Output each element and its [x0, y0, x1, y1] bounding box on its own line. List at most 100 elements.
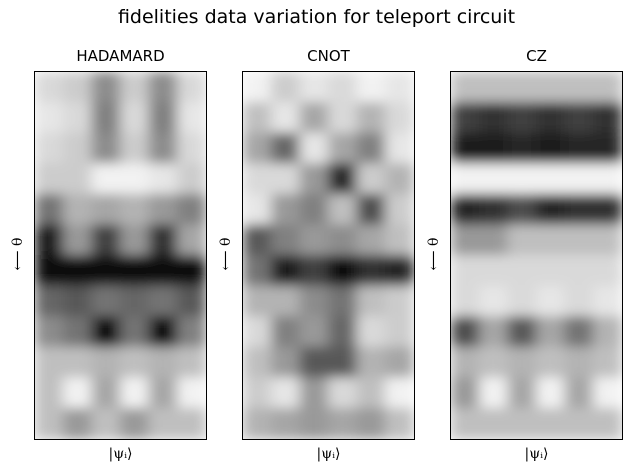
heatmap-svg-hadamard: [35, 72, 206, 439]
heatmap-cell: [271, 224, 301, 256]
heatmap-cell: [177, 346, 206, 379]
y-axis-label-hadamard: ⟵ θ: [10, 237, 26, 271]
heatmap-cell: [63, 316, 93, 348]
heatmap-cell: [148, 346, 178, 379]
heatmap-cell: [243, 132, 272, 165]
heatmap-cell: [536, 132, 566, 165]
heatmap-cell: [479, 224, 509, 256]
heatmap-cell: [91, 72, 121, 104]
heatmap-cell: [243, 102, 272, 134]
heatmap-cell: [177, 285, 206, 318]
heatmap-cell: [536, 163, 566, 195]
heatmap-cell: [593, 285, 622, 318]
heatmap-cell: [536, 72, 566, 104]
heatmap-cell: [271, 316, 301, 348]
heatmap-cell: [564, 163, 594, 195]
heatmap-cell: [120, 407, 150, 439]
heatmap-cell: [328, 132, 358, 165]
heatmap-cell: [91, 224, 121, 256]
heatmap-cell: [120, 163, 150, 195]
heatmap-cell: [299, 193, 329, 226]
heatmap-cell: [328, 407, 358, 439]
heatmap-cell: [507, 132, 537, 165]
heatmap-cell: [91, 102, 121, 134]
heatmap-cz: [450, 71, 623, 440]
heatmap-cell: [593, 72, 622, 104]
heatmap-cell: [91, 316, 121, 348]
heatmap-cell: [479, 255, 509, 287]
heatmap-cell: [63, 285, 93, 318]
heatmap-cell: [593, 193, 622, 226]
heatmap-cell: [120, 193, 150, 226]
heatmap-cell: [564, 72, 594, 104]
heatmap-cell: [479, 132, 509, 165]
heatmap-cell: [148, 132, 178, 165]
heatmap-cell: [148, 285, 178, 318]
heatmap-cell: [451, 193, 480, 226]
heatmap-cell: [385, 193, 414, 226]
heatmap-cell: [91, 255, 121, 287]
heatmap-cell: [507, 163, 537, 195]
heatmap-cell: [479, 316, 509, 348]
heatmap-cell: [328, 72, 358, 104]
heatmap-cell: [356, 193, 386, 226]
heatmap-cell: [120, 132, 150, 165]
heatmap-cell: [148, 255, 178, 287]
heatmap-cell: [177, 255, 206, 287]
heatmap-cell: [148, 377, 178, 409]
heatmap-cell: [451, 132, 480, 165]
heatmap-cell: [593, 224, 622, 256]
heatmap-cell: [593, 255, 622, 287]
heatmap-cell: [177, 72, 206, 104]
heatmap-cell: [91, 193, 121, 226]
heatmap-cell: [35, 377, 64, 409]
heatmap-cell: [177, 163, 206, 195]
heatmap-cell: [507, 224, 537, 256]
heatmap-svg-cnot: [243, 72, 414, 439]
heatmap-cell: [356, 102, 386, 134]
heatmap-cell: [507, 193, 537, 226]
heatmap-cells: [451, 72, 622, 439]
heatmap-cell: [564, 285, 594, 318]
heatmap-cell: [356, 163, 386, 195]
heatmap-cell: [299, 163, 329, 195]
heatmap-cell: [243, 377, 272, 409]
heatmap-cell: [507, 72, 537, 104]
heatmap-cell: [243, 163, 272, 195]
heatmap-cells: [35, 72, 206, 439]
heatmap-cell: [148, 224, 178, 256]
heatmap-cell: [299, 102, 329, 134]
heatmap-cell: [385, 224, 414, 256]
heatmap-cell: [271, 72, 301, 104]
heatmap-cell: [177, 102, 206, 134]
heatmap-cell: [451, 316, 480, 348]
heatmap-cell: [536, 102, 566, 134]
heatmap-cell: [451, 163, 480, 195]
heatmap-cell: [451, 407, 480, 439]
heatmap-cell: [120, 377, 150, 409]
heatmap-cell: [536, 224, 566, 256]
heatmap-cell: [299, 377, 329, 409]
heatmap-cell: [271, 193, 301, 226]
heatmap-cell: [148, 316, 178, 348]
heatmap-cell: [328, 255, 358, 287]
heatmap-cell: [593, 316, 622, 348]
heatmap-cell: [564, 407, 594, 439]
heatmap-cell: [593, 132, 622, 165]
heatmap-cell: [451, 346, 480, 379]
heatmap-cell: [564, 132, 594, 165]
heatmap-cell: [593, 407, 622, 439]
heatmap-cell: [564, 255, 594, 287]
heatmap-hadamard: [34, 71, 207, 440]
heatmap-cell: [328, 377, 358, 409]
heatmap-cnot: [242, 71, 415, 440]
heatmap-cell: [120, 72, 150, 104]
heatmap-cell: [35, 316, 64, 348]
heatmap-cell: [507, 316, 537, 348]
heatmap-cell: [35, 193, 64, 226]
heatmap-cell: [385, 346, 414, 379]
heatmap-cell: [451, 224, 480, 256]
heatmap-cell: [63, 407, 93, 439]
heatmap-cell: [63, 224, 93, 256]
heatmap-cell: [385, 407, 414, 439]
